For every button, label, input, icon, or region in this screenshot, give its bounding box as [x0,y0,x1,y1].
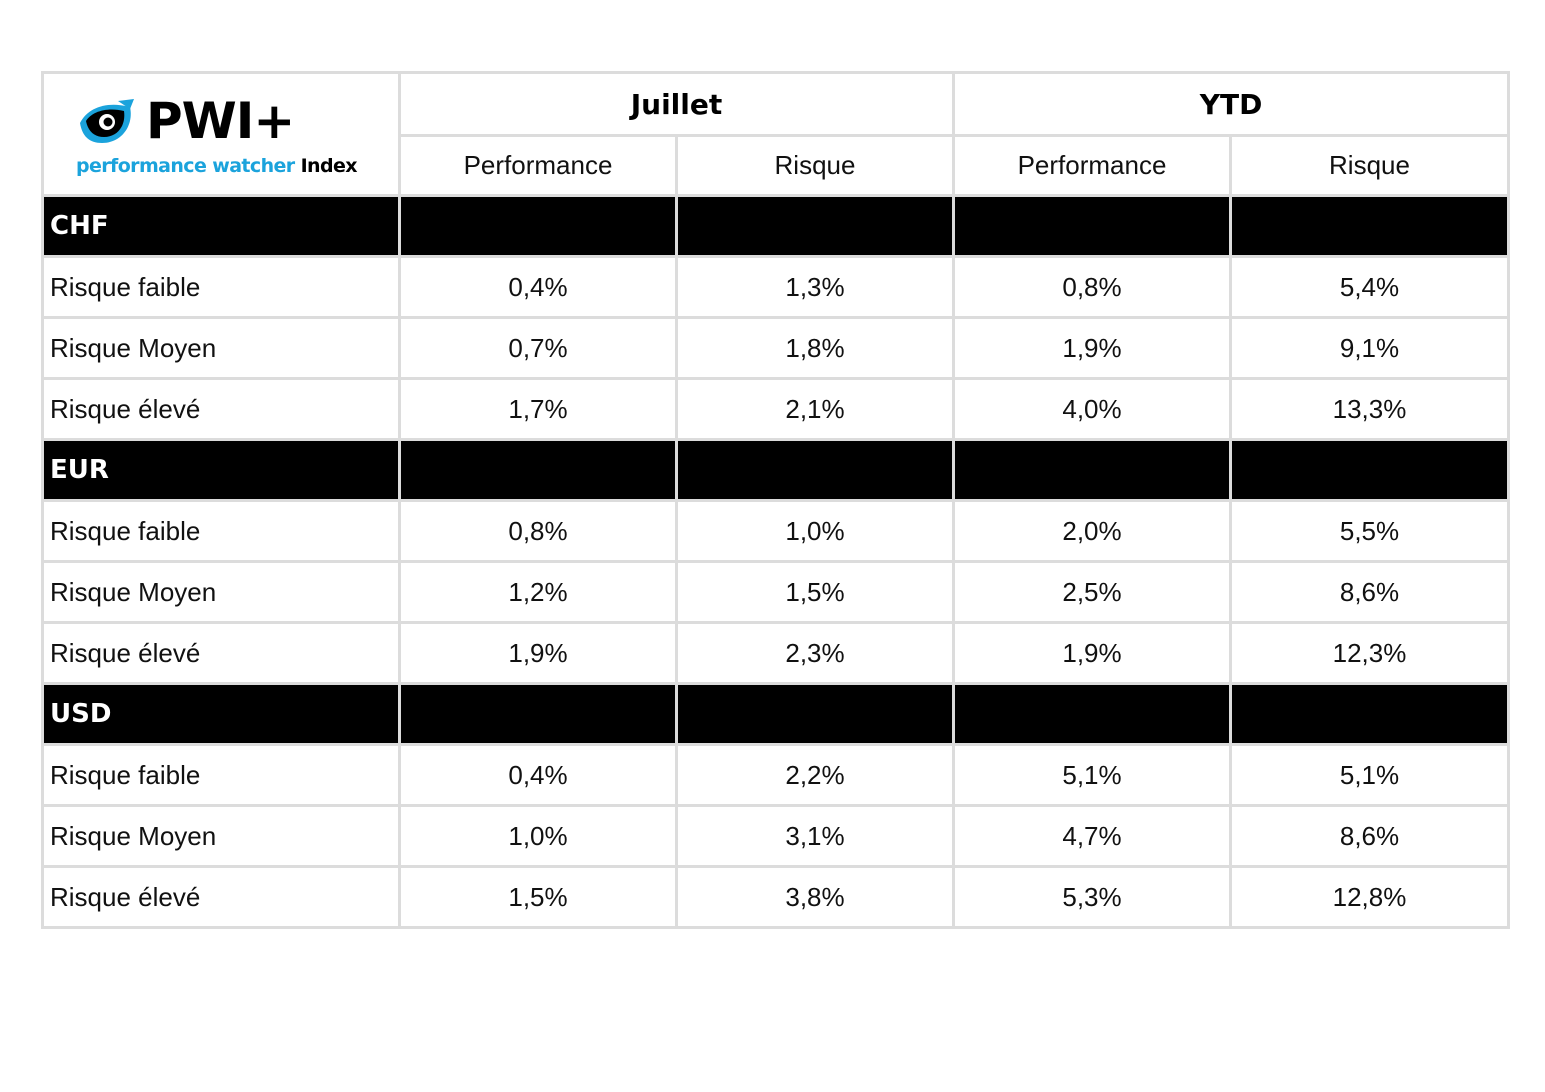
row-label: Risque élevé [41,621,401,685]
row-label: Risque Moyen [41,316,401,380]
section-cell [1229,438,1510,502]
value-cell: 2,0% [952,499,1232,563]
subheader-ytd-risque: Risque [1229,134,1510,197]
section-label: EUR [41,438,401,502]
row-label: Risque élevé [41,377,401,441]
subheader-juillet-risque: Risque [675,134,955,197]
section-row-chf: CHF [41,194,1510,258]
value-cell: 4,7% [952,804,1232,868]
section-cell [398,194,678,258]
value-cell: 8,6% [1229,560,1510,624]
table-row: Risque Moyen 1,2% 1,5% 2,5% 8,6% [41,560,1510,624]
value-cell: 2,1% [675,377,955,441]
row-label: Risque faible [41,499,401,563]
value-cell: 3,1% [675,804,955,868]
subheader-ytd-performance: Performance [952,134,1232,197]
value-cell: 5,3% [952,865,1232,929]
value-cell: 2,3% [675,621,955,685]
eye-icon [80,99,134,143]
section-cell [398,438,678,502]
section-cell [1229,682,1510,746]
section-row-eur: EUR [41,438,1510,502]
table-row: Risque Moyen 1,0% 3,1% 4,7% 8,6% [41,804,1510,868]
value-cell: 9,1% [1229,316,1510,380]
row-label: Risque faible [41,255,401,319]
subheader-juillet-performance: Performance [398,134,678,197]
value-cell: 0,4% [398,255,678,319]
value-cell: 0,8% [952,255,1232,319]
value-cell: 1,8% [675,316,955,380]
value-cell: 0,7% [398,316,678,380]
table-row: Risque élevé 1,5% 3,8% 5,3% 12,8% [41,865,1510,929]
section-label: USD [41,682,401,746]
value-cell: 12,8% [1229,865,1510,929]
table-row: Risque élevé 1,7% 2,1% 4,0% 13,3% [41,377,1510,441]
value-cell: 3,8% [675,865,955,929]
value-cell: 12,3% [1229,621,1510,685]
value-cell: 1,5% [398,865,678,929]
value-cell: 1,9% [952,621,1232,685]
row-label: Risque faible [41,743,401,807]
section-label: CHF [41,194,401,258]
logo-subtitle: performance watcher Index [76,155,358,177]
logo-subtitle-main: performance watcher [76,155,295,177]
row-label: Risque Moyen [41,804,401,868]
section-cell [675,682,955,746]
header-sub-row: Performance Risque Performance Risque [43,134,1510,197]
table-row: Risque faible 0,4% 1,3% 0,8% 5,4% [41,255,1510,319]
value-cell: 1,3% [675,255,955,319]
value-cell: 13,3% [1229,377,1510,441]
section-cell [398,682,678,746]
value-cell: 1,9% [398,621,678,685]
value-cell: 5,1% [1229,743,1510,807]
section-cell [675,438,955,502]
logo-wordmark: PWI+ [146,92,295,150]
performance-table: PWI+ performance watcher Index Juillet Y… [41,71,1510,929]
section-cell [952,682,1232,746]
performance-table-container: PWI+ performance watcher Index Juillet Y… [41,71,1510,929]
section-cell [952,194,1232,258]
section-cell [1229,194,1510,258]
value-cell: 5,1% [952,743,1232,807]
group-header-juillet: Juillet [398,71,955,137]
section-cell [952,438,1232,502]
table-row: Risque faible 0,4% 2,2% 5,1% 5,1% [41,743,1510,807]
value-cell: 1,2% [398,560,678,624]
table-row: Risque faible 0,8% 1,0% 2,0% 5,5% [41,499,1510,563]
table-row: Risque Moyen 0,7% 1,8% 1,9% 9,1% [41,316,1510,380]
value-cell: 8,6% [1229,804,1510,868]
value-cell: 0,4% [398,743,678,807]
value-cell: 5,4% [1229,255,1510,319]
value-cell: 1,7% [398,377,678,441]
value-cell: 1,5% [675,560,955,624]
value-cell: 1,9% [952,316,1232,380]
value-cell: 0,8% [398,499,678,563]
value-cell: 2,2% [675,743,955,807]
logo-subtitle-suffix: Index [300,155,358,177]
row-label: Risque Moyen [41,560,401,624]
value-cell: 1,0% [675,499,955,563]
table-row: Risque élevé 1,9% 2,3% 1,9% 12,3% [41,621,1510,685]
logo-cell: PWI+ performance watcher Index [41,71,401,197]
section-cell [675,194,955,258]
row-label: Risque élevé [41,865,401,929]
pwi-logo: PWI+ performance watcher Index [74,89,374,179]
value-cell: 5,5% [1229,499,1510,563]
value-cell: 1,0% [398,804,678,868]
header-group-row: PWI+ performance watcher Index Juillet Y… [41,71,1510,197]
value-cell: 2,5% [952,560,1232,624]
section-row-usd: USD [41,682,1510,746]
group-header-ytd: YTD [952,71,1510,137]
value-cell: 4,0% [952,377,1232,441]
